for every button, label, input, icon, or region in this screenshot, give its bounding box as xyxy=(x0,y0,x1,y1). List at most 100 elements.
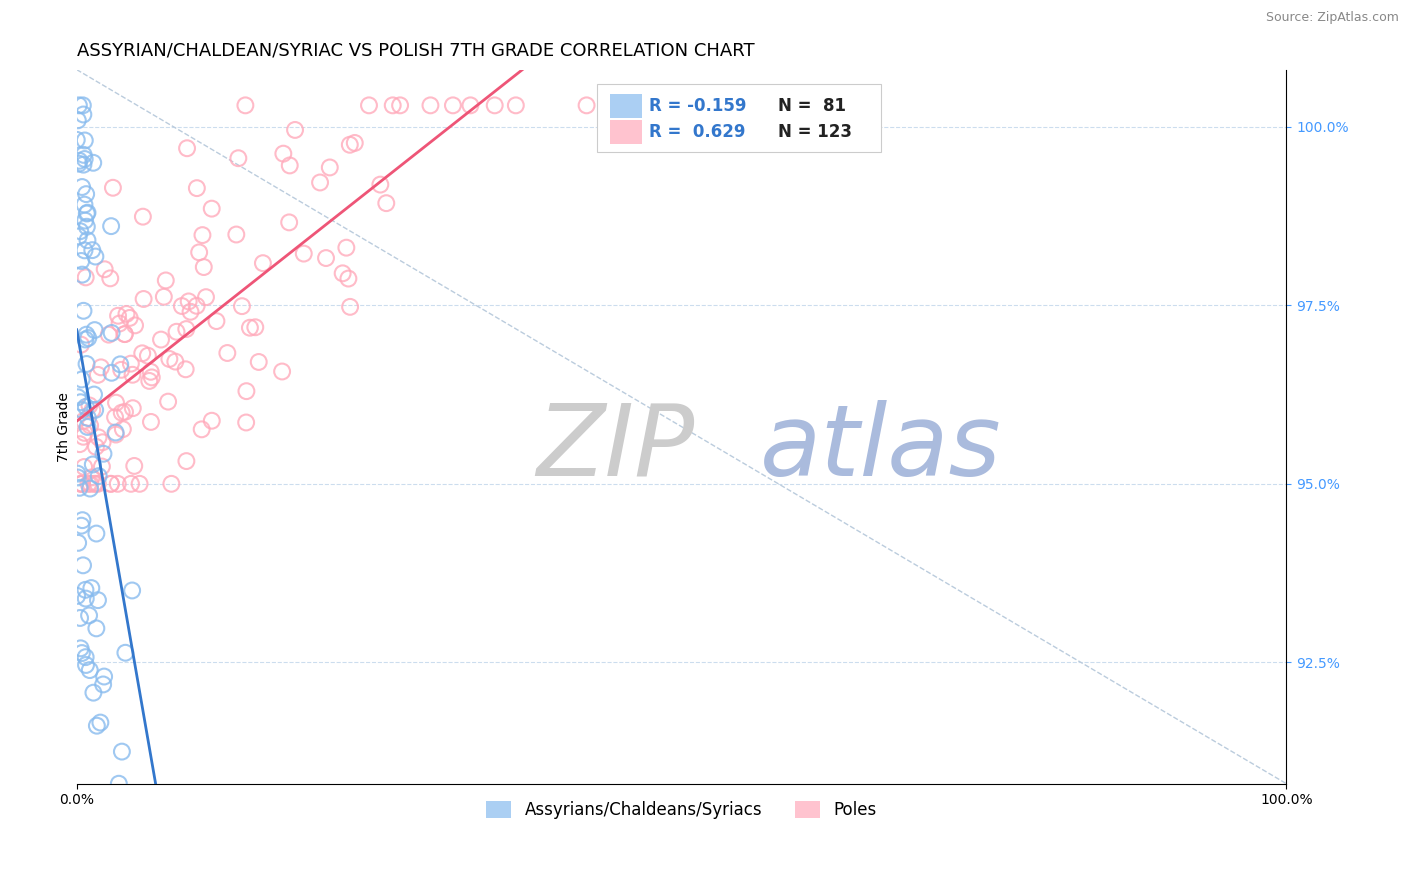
Point xyxy=(89,715,111,730)
Point xyxy=(93,447,115,461)
Point xyxy=(225,227,247,242)
Point xyxy=(284,123,307,137)
Point xyxy=(315,251,337,265)
Point xyxy=(193,260,215,274)
Point xyxy=(141,370,163,384)
Point xyxy=(186,299,208,313)
Text: N = 123: N = 123 xyxy=(779,123,852,141)
Point xyxy=(67,536,90,550)
Point xyxy=(235,384,257,399)
Point xyxy=(124,318,146,333)
Point xyxy=(337,271,360,285)
Point xyxy=(76,205,98,219)
Legend: Assyrians/Chaldeans/Syriacs, Poles: Assyrians/Chaldeans/Syriacs, Poles xyxy=(479,794,884,825)
Point xyxy=(75,270,97,285)
Point xyxy=(66,113,89,128)
Point xyxy=(108,317,131,331)
Point xyxy=(80,581,103,595)
Point xyxy=(375,196,398,211)
Point xyxy=(343,136,366,150)
Point xyxy=(176,454,198,468)
Point xyxy=(319,161,342,175)
Point xyxy=(70,180,93,194)
Point xyxy=(76,420,98,434)
Point xyxy=(82,686,104,700)
Point xyxy=(75,400,97,414)
Point xyxy=(73,244,96,258)
Point xyxy=(66,470,89,484)
Point xyxy=(460,98,482,112)
Point xyxy=(166,325,188,339)
Point xyxy=(87,430,110,444)
Point xyxy=(118,310,141,325)
Point xyxy=(104,410,127,425)
Point xyxy=(174,322,197,336)
Point xyxy=(75,327,97,342)
FancyBboxPatch shape xyxy=(610,94,641,119)
Point xyxy=(84,250,107,264)
Point xyxy=(505,98,527,112)
Point xyxy=(72,98,94,112)
Point xyxy=(231,299,253,313)
Point xyxy=(205,314,228,328)
Point xyxy=(278,158,301,172)
Point xyxy=(114,327,136,342)
Point xyxy=(72,158,94,172)
Point xyxy=(67,98,90,112)
Point xyxy=(114,405,136,419)
Point xyxy=(70,337,93,351)
Point xyxy=(110,363,132,377)
Point xyxy=(69,224,91,238)
Point xyxy=(69,476,91,491)
Point xyxy=(292,246,315,260)
Point xyxy=(201,202,224,216)
Point xyxy=(70,268,93,282)
Point xyxy=(419,98,441,112)
Point xyxy=(111,422,134,436)
Point xyxy=(83,387,105,401)
Point xyxy=(235,416,257,430)
Point xyxy=(69,641,91,656)
Point xyxy=(69,611,91,625)
Point xyxy=(79,482,101,496)
Point xyxy=(75,187,97,202)
Point xyxy=(73,133,96,147)
Point xyxy=(121,583,143,598)
Point xyxy=(66,589,89,603)
Text: N =  81: N = 81 xyxy=(779,97,846,115)
Point xyxy=(107,476,129,491)
Point xyxy=(90,360,112,375)
Point xyxy=(186,181,208,195)
Point xyxy=(174,362,197,376)
Point xyxy=(120,357,142,371)
Point xyxy=(67,156,90,170)
Point xyxy=(484,98,506,112)
Point xyxy=(82,403,104,417)
Point xyxy=(98,271,121,285)
Point xyxy=(75,658,97,673)
Point xyxy=(67,229,90,244)
Point xyxy=(76,206,98,220)
Point xyxy=(70,254,93,268)
Point xyxy=(114,327,136,342)
Point xyxy=(335,241,357,255)
Text: atlas: atlas xyxy=(761,400,1002,497)
Point xyxy=(157,394,180,409)
Point xyxy=(70,476,93,491)
Point xyxy=(84,476,107,491)
Point xyxy=(70,518,93,533)
Point xyxy=(83,476,105,491)
Point xyxy=(188,245,211,260)
Point xyxy=(107,309,129,323)
Point xyxy=(66,133,89,147)
Point xyxy=(104,427,127,442)
Point xyxy=(176,141,198,155)
Point xyxy=(66,467,89,481)
Point xyxy=(73,414,96,428)
Point xyxy=(69,437,91,451)
Point xyxy=(239,320,262,334)
Point xyxy=(91,435,114,450)
Point xyxy=(153,290,176,304)
Point xyxy=(73,152,96,166)
Point xyxy=(105,395,128,409)
